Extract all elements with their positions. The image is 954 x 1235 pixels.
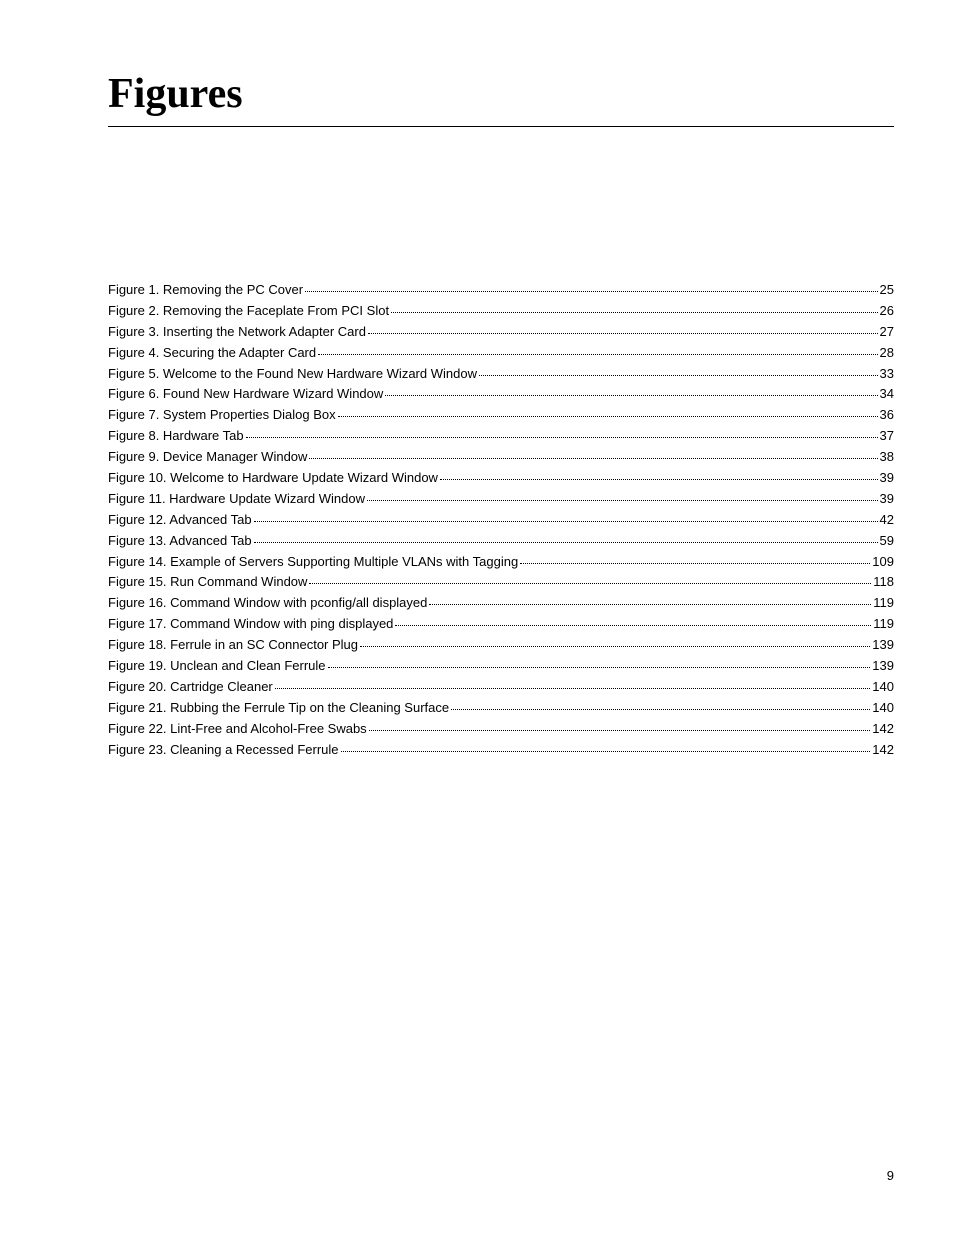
toc-leader-dots — [309, 458, 877, 459]
toc-entry-page: 140 — [872, 700, 894, 717]
toc-entry: Figure 4. Securing the Adapter Card 28 — [108, 345, 894, 362]
toc-entry-label: Figure 6. Found New Hardware Wizard Wind… — [108, 386, 383, 403]
toc-entry: Figure 23. Cleaning a Recessed Ferrule 14… — [108, 742, 894, 759]
toc-entry: Figure 20. Cartridge Cleaner 140 — [108, 679, 894, 696]
toc-entry-page: 36 — [880, 407, 894, 424]
toc-entry-label: Figure 9. Device Manager Window — [108, 449, 307, 466]
toc-entry-page: 39 — [880, 491, 894, 508]
toc-leader-dots — [391, 312, 877, 313]
toc-entry-page: 142 — [872, 742, 894, 759]
toc-entry-label: Figure 17. Command Window with ping disp… — [108, 616, 393, 633]
toc-leader-dots — [309, 583, 871, 584]
toc-entry-page: 25 — [880, 282, 894, 299]
toc-entry-page: 33 — [880, 366, 894, 383]
toc-leader-dots — [360, 646, 870, 647]
toc-leader-dots — [341, 751, 871, 752]
toc-entry-page: 109 — [872, 554, 894, 571]
toc-entry: Figure 15. Run Command Window 118 — [108, 574, 894, 591]
toc-entry: Figure 11. Hardware Update Wizard Window… — [108, 491, 894, 508]
toc-entry: Figure 12. Advanced Tab 42 — [108, 512, 894, 529]
toc-leader-dots — [254, 521, 878, 522]
toc-leader-dots — [305, 291, 877, 292]
toc-entry-page: 38 — [880, 449, 894, 466]
toc-entry-page: 119 — [873, 595, 894, 612]
toc-entry-page: 37 — [880, 428, 894, 445]
toc-entry-page: 139 — [872, 658, 894, 675]
toc-leader-dots — [246, 437, 878, 438]
toc-entry-page: 34 — [880, 386, 894, 403]
toc-leader-dots — [385, 395, 877, 396]
toc-leader-dots — [367, 500, 878, 501]
toc-entry: Figure 9. Device Manager Window 38 — [108, 449, 894, 466]
toc-entry: Figure 6. Found New Hardware Wizard Wind… — [108, 386, 894, 403]
toc-leader-dots — [254, 542, 878, 543]
toc-leader-dots — [520, 563, 870, 564]
toc-leader-dots — [440, 479, 878, 480]
toc-entry-label: Figure 21. Rubbing the Ferrule Tip on th… — [108, 700, 449, 717]
toc-entry-label: Figure 23. Cleaning a Recessed Ferrule — [108, 742, 339, 759]
toc-entry-label: Figure 15. Run Command Window — [108, 574, 307, 591]
toc-entry: Figure 13. Advanced Tab 59 — [108, 533, 894, 550]
toc-entry-label: Figure 8. Hardware Tab — [108, 428, 244, 445]
page-title: Figures — [108, 70, 894, 127]
toc-entry-label: Figure 2. Removing the Faceplate From PC… — [108, 303, 389, 320]
toc-entry-label: Figure 13. Advanced Tab — [108, 533, 252, 550]
toc-leader-dots — [451, 709, 870, 710]
toc-leader-dots — [395, 625, 871, 626]
toc-entry-label: Figure 11. Hardware Update Wizard Window — [108, 491, 365, 508]
toc-leader-dots — [318, 354, 877, 355]
toc-entry-page: 139 — [872, 637, 894, 654]
toc-entry: Figure 8. Hardware Tab 37 — [108, 428, 894, 445]
toc-entry-label: Figure 4. Securing the Adapter Card — [108, 345, 316, 362]
toc-entry-label: Figure 14. Example of Servers Supporting… — [108, 554, 518, 571]
toc-entry: Figure 7. System Properties Dialog Box 36 — [108, 407, 894, 424]
toc-entry: Figure 21. Rubbing the Ferrule Tip on th… — [108, 700, 894, 717]
document-page: Figures Figure 1. Removing the PC Cover 2… — [0, 0, 954, 1235]
toc-leader-dots — [338, 416, 878, 417]
toc-entry-page: 118 — [873, 574, 894, 591]
toc-entry-label: Figure 3. Inserting the Network Adapter … — [108, 324, 366, 341]
toc-entry: Figure 17. Command Window with ping disp… — [108, 616, 894, 633]
toc-entry-page: 26 — [880, 303, 894, 320]
toc-entry-page: 142 — [872, 721, 894, 738]
toc-entry-page: 28 — [880, 345, 894, 362]
toc-leader-dots — [369, 730, 871, 731]
page-number: 9 — [887, 1168, 894, 1183]
toc-entry: Figure 2. Removing the Faceplate From PC… — [108, 303, 894, 320]
toc-entry: Figure 22. Lint-Free and Alcohol-Free Sw… — [108, 721, 894, 738]
toc-entry-page: 27 — [880, 324, 894, 341]
toc-entry: Figure 1. Removing the PC Cover 25 — [108, 282, 894, 299]
toc-leader-dots — [479, 375, 878, 376]
toc-entry: Figure 16. Command Window with pconfig/a… — [108, 595, 894, 612]
toc-entry: Figure 10. Welcome to Hardware Update Wi… — [108, 470, 894, 487]
toc-entry-label: Figure 22. Lint-Free and Alcohol-Free Sw… — [108, 721, 367, 738]
toc-entry-label: Figure 19. Unclean and Clean Ferrule — [108, 658, 326, 675]
toc-entry-page: 140 — [872, 679, 894, 696]
toc-entry-label: Figure 16. Command Window with pconfig/a… — [108, 595, 427, 612]
toc-entry-label: Figure 10. Welcome to Hardware Update Wi… — [108, 470, 438, 487]
figures-list: Figure 1. Removing the PC Cover25Figure … — [108, 282, 894, 758]
toc-entry-label: Figure 1. Removing the PC Cover — [108, 282, 303, 299]
toc-entry-page: 39 — [880, 470, 894, 487]
toc-entry-label: Figure 18. Ferrule in an SC Connector Pl… — [108, 637, 358, 654]
toc-entry: Figure 18. Ferrule in an SC Connector Pl… — [108, 637, 894, 654]
toc-entry-label: Figure 7. System Properties Dialog Box — [108, 407, 336, 424]
toc-leader-dots — [328, 667, 871, 668]
toc-entry-page: 59 — [880, 533, 894, 550]
toc-entry-label: Figure 20. Cartridge Cleaner — [108, 679, 273, 696]
toc-leader-dots — [368, 333, 878, 334]
toc-entry: Figure 5. Welcome to the Found New Hardw… — [108, 366, 894, 383]
toc-entry: Figure 3. Inserting the Network Adapter … — [108, 324, 894, 341]
toc-entry-label: Figure 12. Advanced Tab — [108, 512, 252, 529]
toc-leader-dots — [275, 688, 871, 689]
toc-entry: Figure 19. Unclean and Clean Ferrule 139 — [108, 658, 894, 675]
toc-entry-page: 119 — [873, 616, 894, 633]
toc-entry-page: 42 — [880, 512, 894, 529]
toc-entry: Figure 14. Example of Servers Supporting… — [108, 554, 894, 571]
toc-entry-label: Figure 5. Welcome to the Found New Hardw… — [108, 366, 477, 383]
toc-leader-dots — [429, 604, 871, 605]
